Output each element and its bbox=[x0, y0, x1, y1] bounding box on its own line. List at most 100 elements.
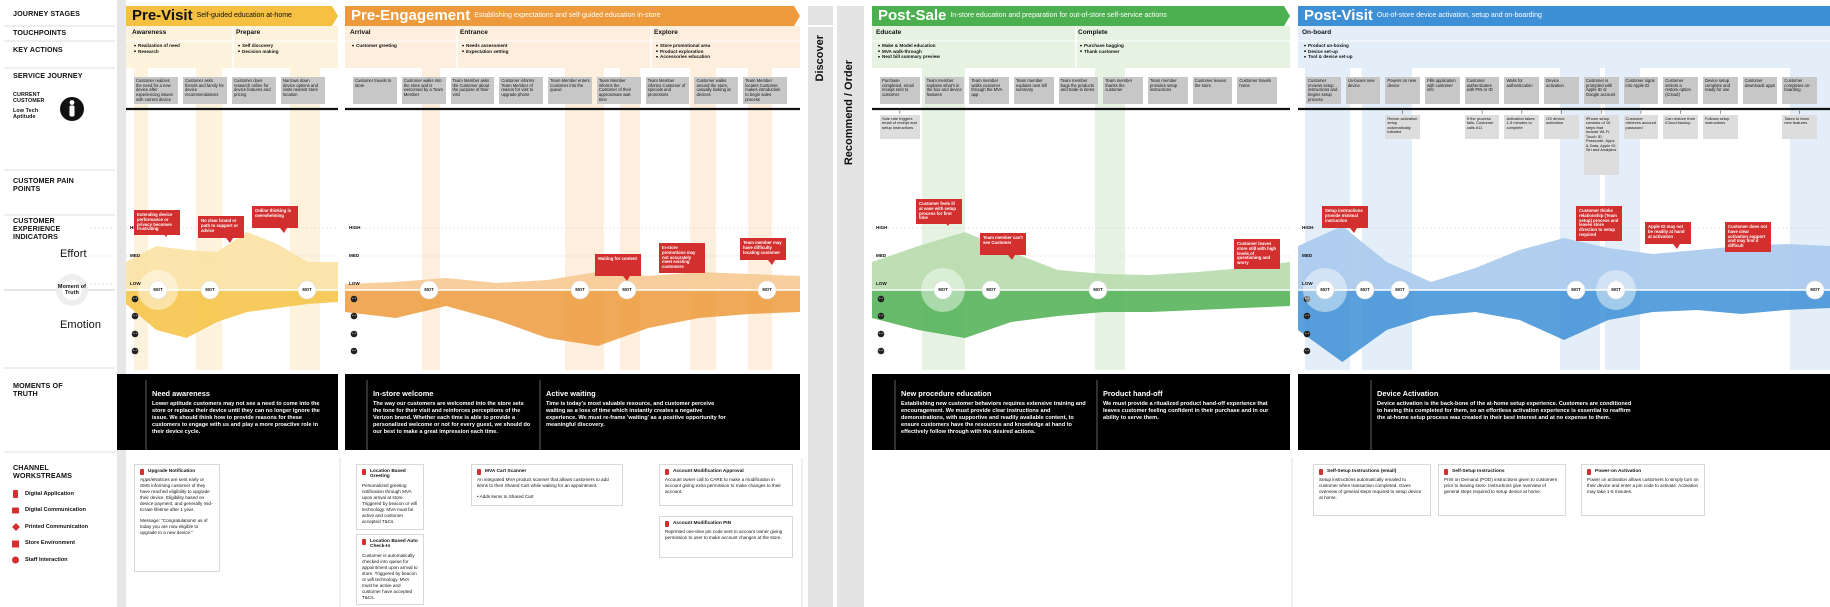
journey-card: Team Member informs the Customer of thei… bbox=[596, 77, 641, 104]
journey-card: Customer leaves the store bbox=[1192, 77, 1233, 104]
key-action: Realization of need bbox=[138, 43, 180, 48]
journey-card: Customer is prompted with Apple ID or Go… bbox=[1583, 77, 1619, 104]
moment-text: Lower aptitude customers may not see a n… bbox=[152, 401, 320, 435]
level-label: MED bbox=[1302, 253, 1313, 258]
key-action: Store promotional area bbox=[660, 43, 711, 48]
journey-card: Customer selects a restore option (iClou… bbox=[1663, 77, 1698, 104]
bullet bbox=[238, 44, 240, 47]
mot-label: MOT bbox=[762, 286, 772, 292]
channel-text: Print on Demand (POD) instructions given… bbox=[1444, 477, 1558, 495]
emotion-icon-eye bbox=[879, 314, 881, 316]
effort-area bbox=[1298, 226, 1830, 290]
moment-text: Time is today's most valuable resource, … bbox=[546, 401, 726, 428]
journey-card: Team member bags the products and trade-… bbox=[1058, 77, 1099, 104]
effort-area bbox=[126, 232, 338, 290]
row-label: CURRENT CUSTOMER bbox=[13, 92, 45, 105]
effort-area bbox=[872, 232, 1290, 290]
mot-marker bbox=[1355, 280, 1375, 300]
stage-title: Pre-Visit bbox=[132, 7, 193, 24]
emotion-icon-eye bbox=[1305, 314, 1307, 316]
touchpoint-panel bbox=[345, 26, 800, 68]
channel-title: Account Modification PIN bbox=[665, 521, 787, 527]
row-label: SERVICE JOURNEY bbox=[13, 71, 83, 80]
emotion-icon-eye bbox=[352, 332, 354, 334]
journey-card: Customer travels to store bbox=[353, 77, 397, 104]
emotion-icon bbox=[131, 330, 139, 338]
journey-note: Can restore from iCloud backup bbox=[1663, 115, 1698, 139]
stage-subtitle: In-store education and preparation for o… bbox=[950, 12, 1167, 19]
key-action: Expectation setting bbox=[466, 48, 509, 54]
moments-band bbox=[117, 374, 338, 450]
mot-label: MOT bbox=[1093, 286, 1103, 292]
key-action: Purchase bagging bbox=[1084, 43, 1124, 48]
journey-note: Activation takes 1-5 minutes to complete bbox=[1504, 115, 1540, 139]
journey-card: Customer signs into Apple ID bbox=[1623, 77, 1659, 104]
legend-label: Staff Interaction bbox=[25, 556, 68, 563]
pain-point: Customer thinks relationship (Team setup… bbox=[1576, 206, 1622, 241]
emotion-icon bbox=[1303, 295, 1311, 303]
channel-card: Self-Setup Instructions Print on Demand (… bbox=[1438, 464, 1566, 516]
bullet bbox=[1304, 44, 1306, 47]
channel-text: Account owner call to CARE to make a mod… bbox=[665, 477, 781, 495]
channel-text: An integrated MVA product scanner that a… bbox=[477, 477, 609, 489]
emotion-area bbox=[1298, 290, 1830, 362]
emotion-icon-eye bbox=[1307, 332, 1309, 334]
touchpoint: Prepare bbox=[236, 29, 261, 36]
emotion-icon-eye bbox=[135, 349, 137, 351]
pain-point: Apple ID may not be readily at hand at a… bbox=[1645, 222, 1691, 244]
channel-title: Location Based Greeting bbox=[362, 469, 418, 480]
channel-title: MVA Cart Scanner bbox=[477, 469, 617, 475]
emotion-area bbox=[126, 290, 338, 338]
middle-label: Discover bbox=[814, 35, 826, 82]
mot-label: MOT bbox=[1360, 286, 1370, 292]
key-action: Customer greeting bbox=[356, 43, 397, 48]
journey-card: Customer walks around the store, casuall… bbox=[694, 77, 739, 104]
touchpoint: Explore bbox=[654, 29, 678, 36]
highlight-band bbox=[748, 68, 772, 370]
bullet bbox=[462, 44, 464, 47]
key-action: Self discovery bbox=[242, 43, 274, 48]
stage-title: Pre-Engagement bbox=[351, 7, 471, 24]
journey-note: Customer retrieves account password bbox=[1623, 115, 1659, 139]
emotion-icon-eye bbox=[1305, 349, 1307, 351]
touchpoint: Awareness bbox=[132, 29, 167, 36]
bullet bbox=[134, 50, 136, 53]
pain-point: Customer leaves store still with high le… bbox=[1234, 239, 1280, 270]
mot-marker bbox=[981, 280, 1001, 300]
stage-subtitle: Establishing expectations and self-guide… bbox=[474, 12, 661, 19]
mot-label: MOT bbox=[302, 286, 312, 292]
middle-band bbox=[808, 6, 833, 607]
mot-label: MOT bbox=[1571, 286, 1581, 292]
channel-text: Personalized greeting notification throu… bbox=[362, 482, 418, 524]
mot-marker bbox=[933, 280, 953, 300]
emotion-icon-eye bbox=[352, 314, 354, 316]
pain-point: Extending device performance or privacy … bbox=[134, 210, 180, 236]
emotion-icon bbox=[350, 312, 358, 320]
row-label: KEY ACTIONS bbox=[13, 45, 63, 54]
bullet bbox=[656, 50, 658, 53]
legend-icon bbox=[12, 523, 20, 531]
emotion-icon bbox=[1303, 330, 1311, 338]
emotion-icon-eye bbox=[354, 297, 356, 299]
persona-body bbox=[69, 105, 75, 117]
mot-label: MOT bbox=[938, 286, 948, 292]
mot-marker bbox=[617, 280, 637, 300]
level-label: LOW bbox=[349, 281, 360, 286]
emotion-icon bbox=[877, 312, 885, 320]
touchpoint: Entrance bbox=[460, 29, 488, 36]
channel-card: Upgrade Notification Apps/eNotices are se… bbox=[134, 464, 220, 572]
pain-pointer bbox=[226, 238, 233, 243]
journey-card: Customer downloads apps bbox=[1742, 77, 1778, 104]
journey-card: Customer walks into the store and is wel… bbox=[401, 77, 446, 104]
row-label: CUSTOMER PAIN POINTS bbox=[13, 176, 74, 194]
emotion-icon-eye bbox=[879, 332, 881, 334]
emotion-icon bbox=[877, 330, 885, 338]
emotion-icon-eye bbox=[1305, 332, 1307, 334]
moment-title: In-store welcome bbox=[373, 389, 434, 398]
channel-text: Apps/eNotices are sent early or SMS info… bbox=[140, 477, 213, 513]
legend-label: Printed Communication bbox=[25, 523, 89, 530]
mot-marker bbox=[1566, 280, 1586, 300]
key-action: Tool & device set-up bbox=[1308, 54, 1353, 60]
stage-title: Post-Sale bbox=[878, 7, 947, 24]
journey-card: Team member thanks the customer bbox=[1103, 77, 1143, 104]
